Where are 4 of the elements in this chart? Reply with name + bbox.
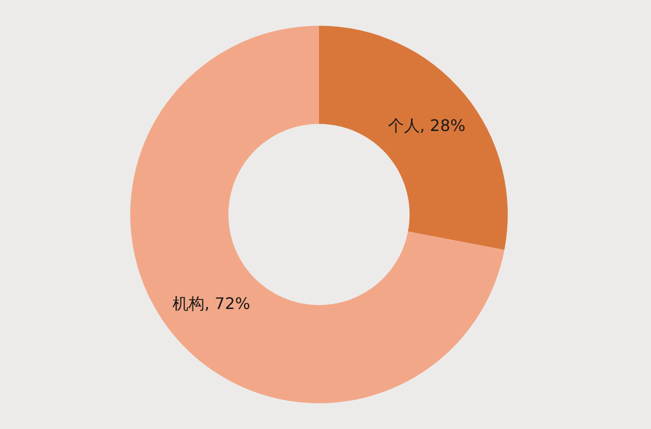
slice-label: 个人, 28% [388, 116, 466, 135]
donut-slice [130, 26, 504, 404]
donut-slice [318, 26, 508, 250]
slice-label: 机构, 72% [172, 294, 250, 314]
